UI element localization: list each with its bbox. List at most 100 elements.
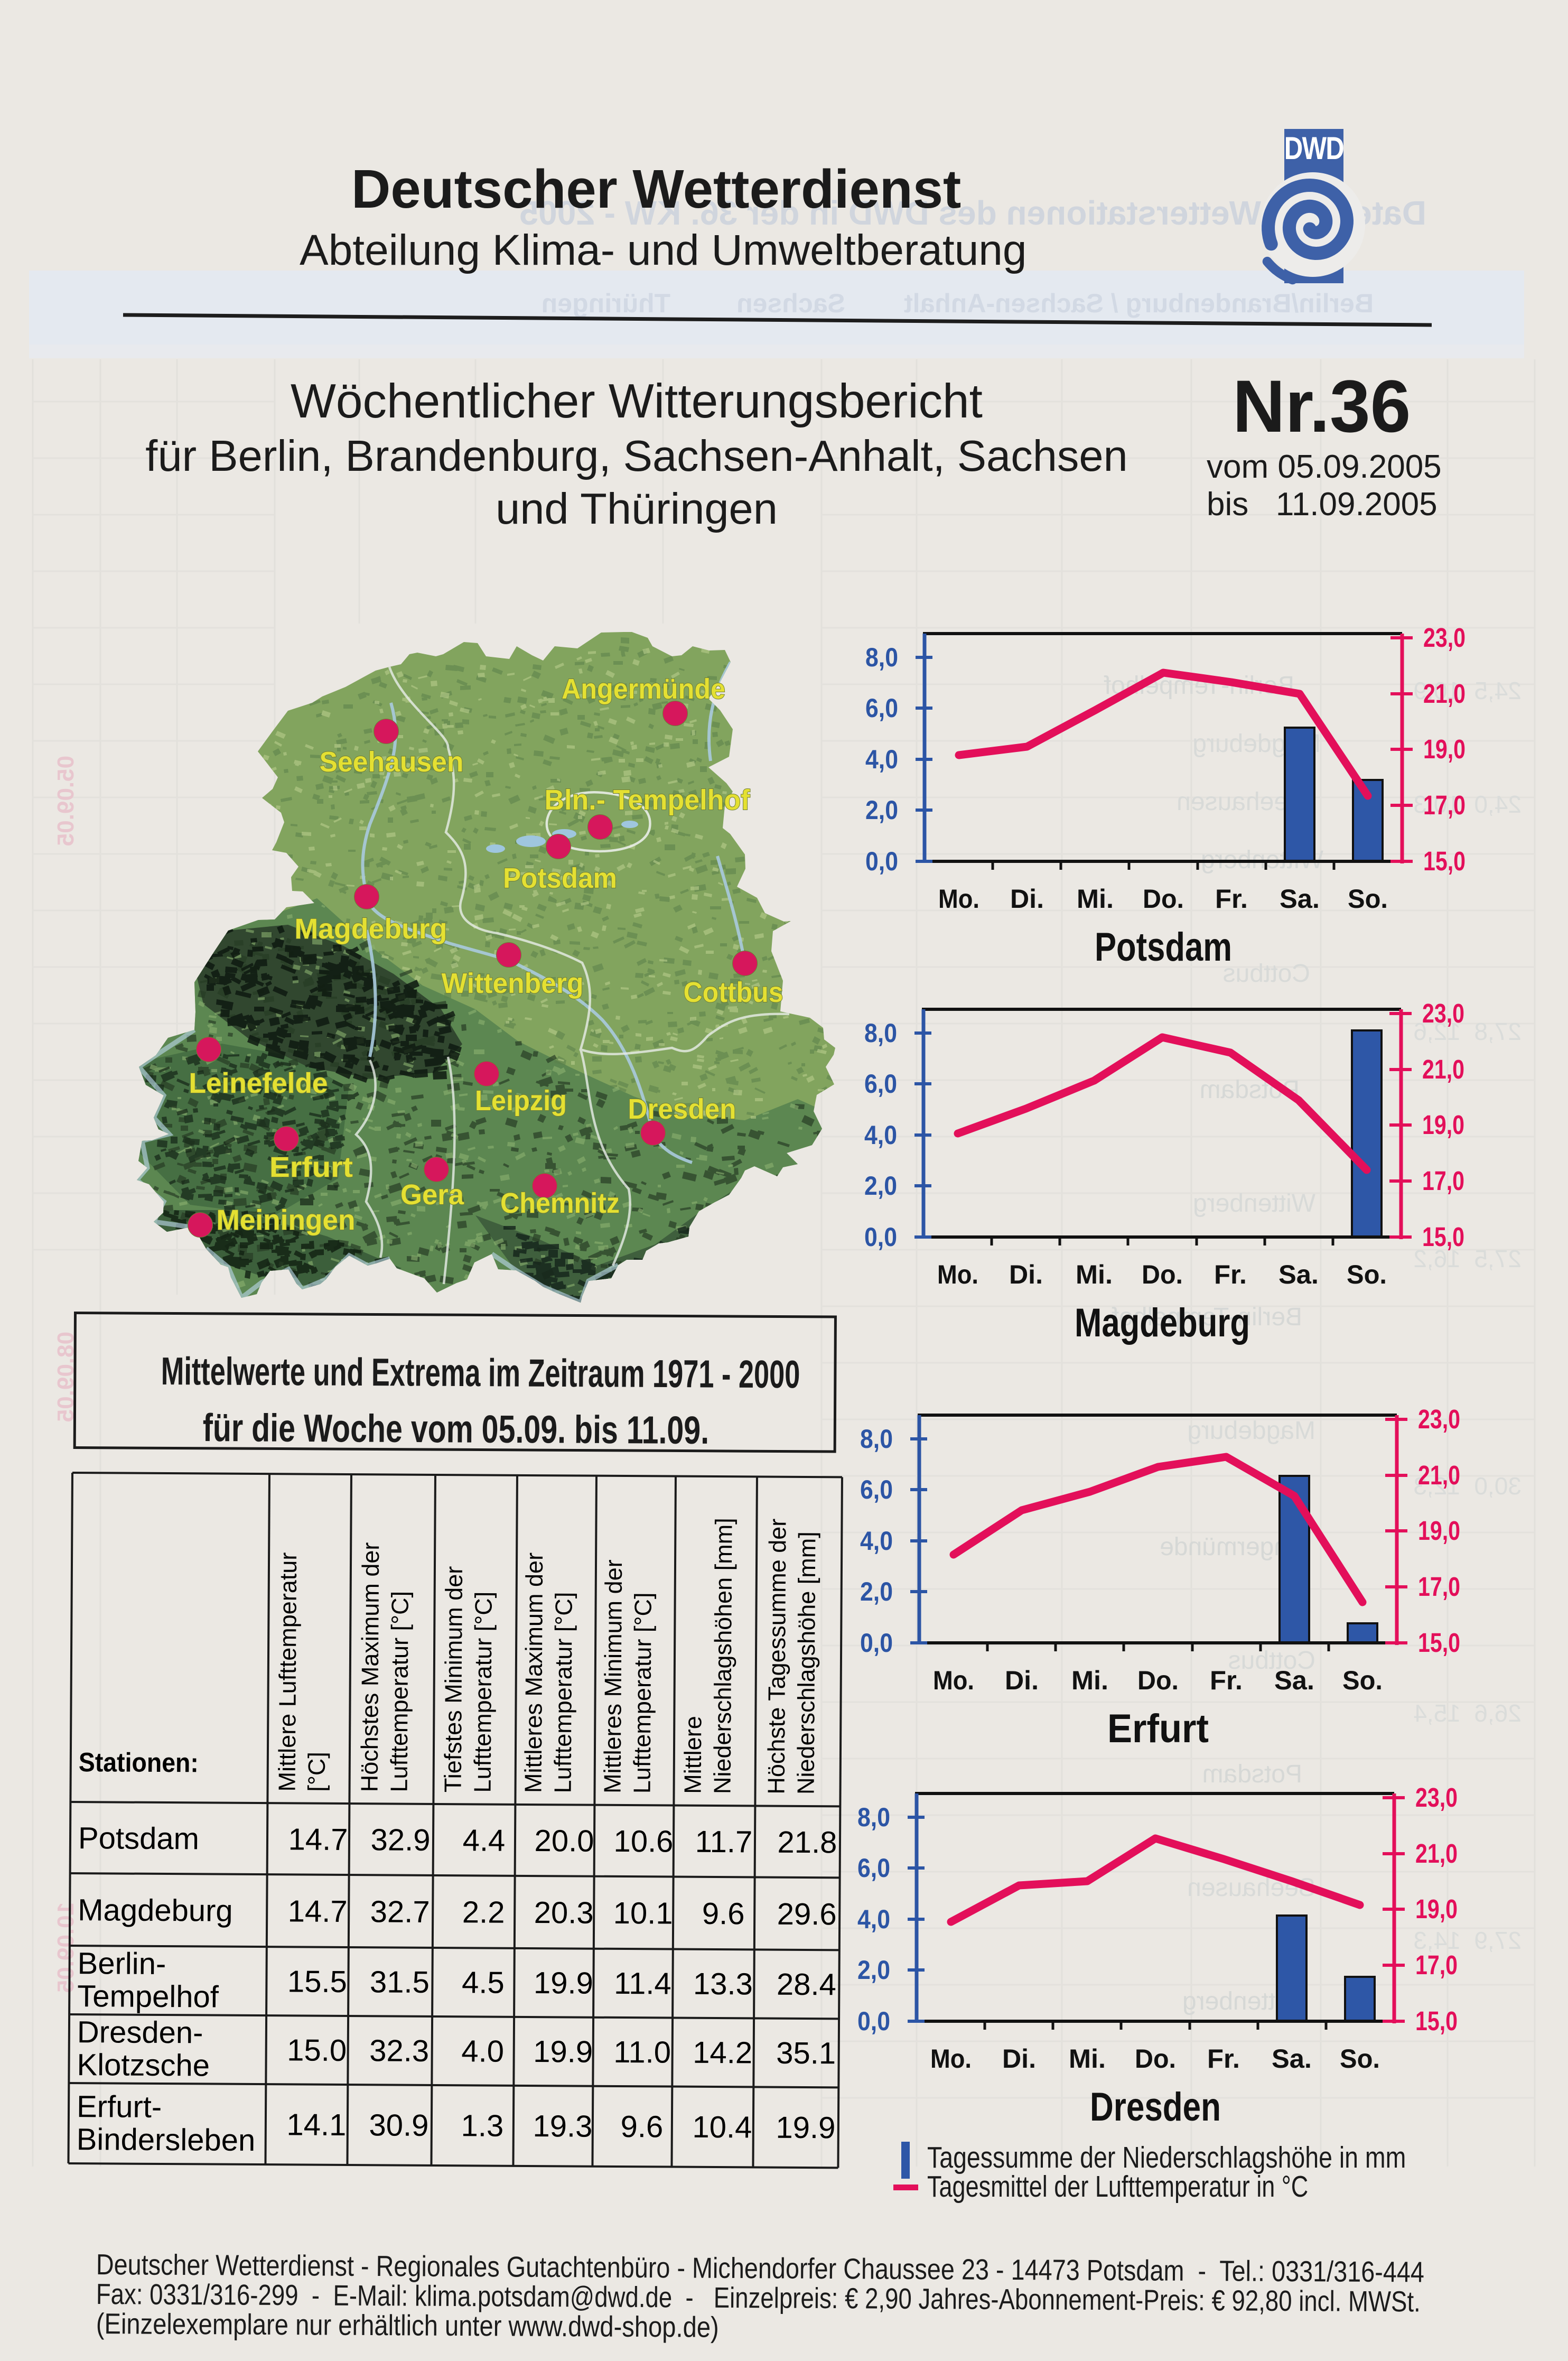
svg-text:9.6: 9.6 bbox=[620, 2109, 663, 2144]
svg-text:21,0: 21,0 bbox=[1415, 1838, 1458, 1869]
svg-text:Fr.: Fr. bbox=[1207, 2044, 1240, 2074]
svg-text:Lufttemperatur [°C]: Lufttemperatur [°C] bbox=[469, 1592, 497, 1793]
svg-text:Berlin-: Berlin- bbox=[77, 1946, 166, 1981]
svg-text:19,0: 19,0 bbox=[1423, 734, 1466, 764]
svg-text:6,0: 6,0 bbox=[860, 1475, 893, 1504]
svg-text:So.: So. bbox=[1347, 1260, 1387, 1289]
svg-text:10.6: 10.6 bbox=[613, 1824, 673, 1859]
svg-text:Bln.- Tempelhof: Bln.- Tempelhof bbox=[545, 784, 751, 816]
svg-text:Mittleres Maximum der: Mittleres Maximum der bbox=[520, 1553, 548, 1793]
svg-text:Niederschlagshöhen [mm]: Niederschlagshöhen [mm] bbox=[709, 1518, 738, 1794]
svg-text:Fr.: Fr. bbox=[1214, 1260, 1247, 1289]
svg-text:28.4: 28.4 bbox=[777, 1967, 836, 2002]
svg-text:Do.: Do. bbox=[1135, 2044, 1176, 2074]
svg-text:Di.: Di. bbox=[1002, 2044, 1036, 2074]
svg-text:Sa.: Sa. bbox=[1278, 1260, 1319, 1289]
svg-text:4,0: 4,0 bbox=[864, 1120, 897, 1150]
svg-text:6,0: 6,0 bbox=[865, 693, 898, 723]
svg-text:20.3: 20.3 bbox=[534, 1895, 594, 1930]
svg-text:17,0: 17,0 bbox=[1423, 790, 1466, 820]
svg-text:9.6: 9.6 bbox=[702, 1897, 745, 1931]
svg-text:Potsdam: Potsdam bbox=[1095, 925, 1232, 970]
svg-text:6,0: 6,0 bbox=[857, 1853, 890, 1883]
svg-text:32.7: 32.7 bbox=[370, 1894, 430, 1929]
svg-text:Dresden-: Dresden- bbox=[77, 2015, 203, 2050]
svg-text:2,0: 2,0 bbox=[865, 795, 898, 825]
svg-text:Angermünde: Angermünde bbox=[562, 673, 725, 705]
svg-text:13.3: 13.3 bbox=[693, 1967, 753, 2002]
svg-text:19.9: 19.9 bbox=[776, 2111, 835, 2145]
svg-text:Höchstes Maximum der: Höchstes Maximum der bbox=[356, 1542, 385, 1792]
svg-text:Do.: Do. bbox=[1142, 1260, 1183, 1289]
svg-text:Lufttemperatur [°C]: Lufttemperatur [°C] bbox=[629, 1592, 657, 1793]
svg-text:15,0: 15,0 bbox=[1422, 1222, 1464, 1252]
svg-text:Sa.: Sa. bbox=[1272, 2044, 1312, 2074]
svg-text:8,0: 8,0 bbox=[860, 1424, 893, 1454]
svg-text:Di.: Di. bbox=[1010, 884, 1044, 914]
svg-text:23,0: 23,0 bbox=[1423, 622, 1466, 653]
svg-text:15.0: 15.0 bbox=[287, 2033, 347, 2068]
svg-text:31.5: 31.5 bbox=[370, 1965, 430, 2000]
svg-text:Magdeburg: Magdeburg bbox=[78, 1893, 233, 1928]
svg-text:Erfurt: Erfurt bbox=[1107, 1706, 1209, 1751]
svg-text:Mi.: Mi. bbox=[1077, 884, 1114, 914]
svg-text:19.3: 19.3 bbox=[533, 2109, 592, 2144]
svg-text:Bindersleben: Bindersleben bbox=[77, 2122, 256, 2158]
svg-text:Fr.: Fr. bbox=[1210, 1666, 1243, 1695]
svg-text:Mittleres Minimum der: Mittleres Minimum der bbox=[599, 1559, 628, 1793]
svg-text:Do.: Do. bbox=[1137, 1666, 1179, 1695]
svg-text:19.9: 19.9 bbox=[533, 2034, 593, 2069]
svg-text:21,0: 21,0 bbox=[1422, 1054, 1464, 1084]
svg-text:Di.: Di. bbox=[1009, 1260, 1043, 1289]
svg-text:[°C]: [°C] bbox=[303, 1752, 330, 1792]
svg-text:4,0: 4,0 bbox=[860, 1526, 893, 1556]
svg-text:Leinefelde: Leinefelde bbox=[189, 1067, 328, 1099]
svg-text:10.1: 10.1 bbox=[613, 1896, 673, 1931]
svg-text:17,0: 17,0 bbox=[1422, 1166, 1464, 1196]
svg-text:Niederschlagshöhe [mm]: Niederschlagshöhe [mm] bbox=[792, 1531, 821, 1795]
svg-text:19,0: 19,0 bbox=[1418, 1516, 1460, 1546]
svg-text:2,0: 2,0 bbox=[857, 1955, 890, 1985]
svg-text:Potsdam: Potsdam bbox=[503, 862, 617, 894]
svg-text:Mo.: Mo. bbox=[930, 2044, 972, 2074]
svg-text:So.: So. bbox=[1348, 884, 1388, 914]
svg-text:4,0: 4,0 bbox=[865, 745, 898, 774]
svg-text:10.4: 10.4 bbox=[692, 2110, 752, 2145]
svg-text:21,0: 21,0 bbox=[1423, 678, 1466, 709]
svg-text:11.0: 11.0 bbox=[613, 2035, 671, 2070]
svg-text:11.7: 11.7 bbox=[695, 1825, 753, 1860]
svg-text:15,0: 15,0 bbox=[1423, 846, 1466, 876]
svg-text:0,0: 0,0 bbox=[860, 1628, 893, 1658]
svg-text:2.2: 2.2 bbox=[462, 1895, 505, 1929]
svg-text:19.9: 19.9 bbox=[534, 1966, 593, 2001]
svg-text:Lufttemperatur [°C]: Lufttemperatur [°C] bbox=[549, 1592, 577, 1793]
svg-text:19,0: 19,0 bbox=[1422, 1110, 1464, 1140]
svg-text:29.6: 29.6 bbox=[777, 1897, 837, 1932]
svg-text:Magdeburg: Magdeburg bbox=[1075, 1300, 1250, 1345]
svg-text:17,0: 17,0 bbox=[1418, 1572, 1460, 1602]
svg-text:2,0: 2,0 bbox=[860, 1577, 893, 1606]
svg-text:Sa.: Sa. bbox=[1274, 1666, 1314, 1695]
svg-text:Stationen:: Stationen: bbox=[79, 1747, 199, 1778]
svg-text:8,0: 8,0 bbox=[857, 1802, 890, 1832]
svg-text:Mi.: Mi. bbox=[1076, 1260, 1113, 1289]
svg-text:32.3: 32.3 bbox=[369, 2033, 429, 2068]
svg-text:21.8: 21.8 bbox=[777, 1825, 837, 1860]
svg-text:23,0: 23,0 bbox=[1422, 998, 1464, 1028]
svg-text:Mo.: Mo. bbox=[933, 1666, 974, 1695]
svg-text:Meiningen: Meiningen bbox=[217, 1204, 356, 1236]
svg-text:20.0: 20.0 bbox=[534, 1824, 594, 1858]
svg-text:15.5: 15.5 bbox=[287, 1964, 347, 1999]
svg-text:14.2: 14.2 bbox=[693, 2035, 752, 2070]
svg-text:8,0: 8,0 bbox=[864, 1018, 897, 1048]
svg-text:0,0: 0,0 bbox=[865, 847, 898, 876]
svg-text:Gera: Gera bbox=[400, 1179, 464, 1211]
svg-text:Cottbus: Cottbus bbox=[684, 977, 783, 1008]
svg-text:15,0: 15,0 bbox=[1418, 1628, 1460, 1658]
svg-text:Di.: Di. bbox=[1005, 1666, 1039, 1695]
svg-text:15,0: 15,0 bbox=[1415, 2006, 1458, 2036]
svg-text:2,0: 2,0 bbox=[864, 1171, 897, 1201]
svg-text:14.7: 14.7 bbox=[288, 1894, 348, 1929]
svg-text:Chemnitz: Chemnitz bbox=[500, 1187, 620, 1219]
svg-text:14.1: 14.1 bbox=[286, 2107, 346, 2142]
